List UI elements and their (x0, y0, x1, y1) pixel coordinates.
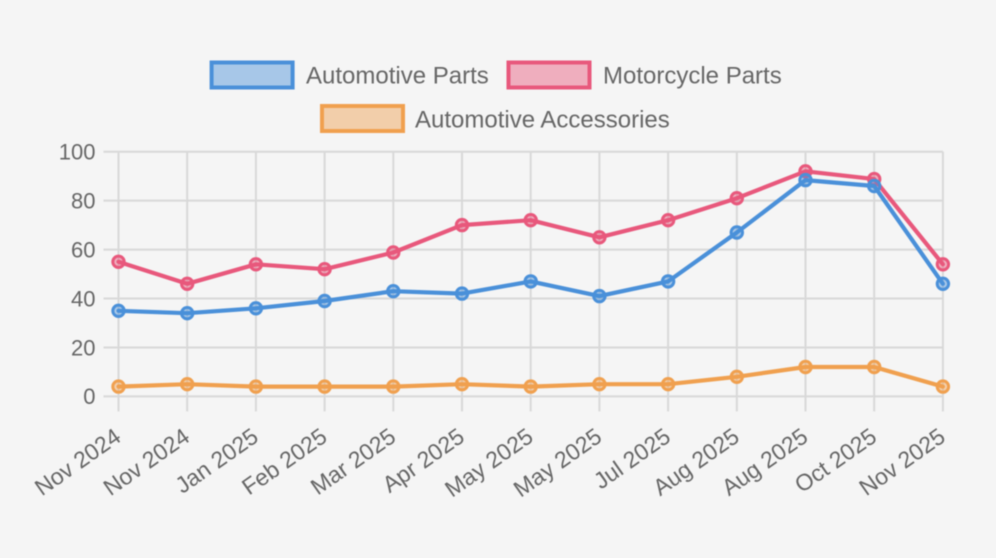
svg-text:80: 80 (71, 188, 95, 213)
svg-text:60: 60 (71, 237, 95, 262)
svg-text:100: 100 (59, 140, 96, 165)
svg-text:Automotive Accessories: Automotive Accessories (415, 107, 670, 134)
svg-text:Automotive Parts: Automotive Parts (306, 63, 489, 90)
svg-text:20: 20 (71, 335, 95, 360)
svg-text:Motorcycle Parts: Motorcycle Parts (603, 63, 782, 90)
svg-text:40: 40 (71, 286, 95, 311)
svg-text:0: 0 (83, 384, 95, 409)
